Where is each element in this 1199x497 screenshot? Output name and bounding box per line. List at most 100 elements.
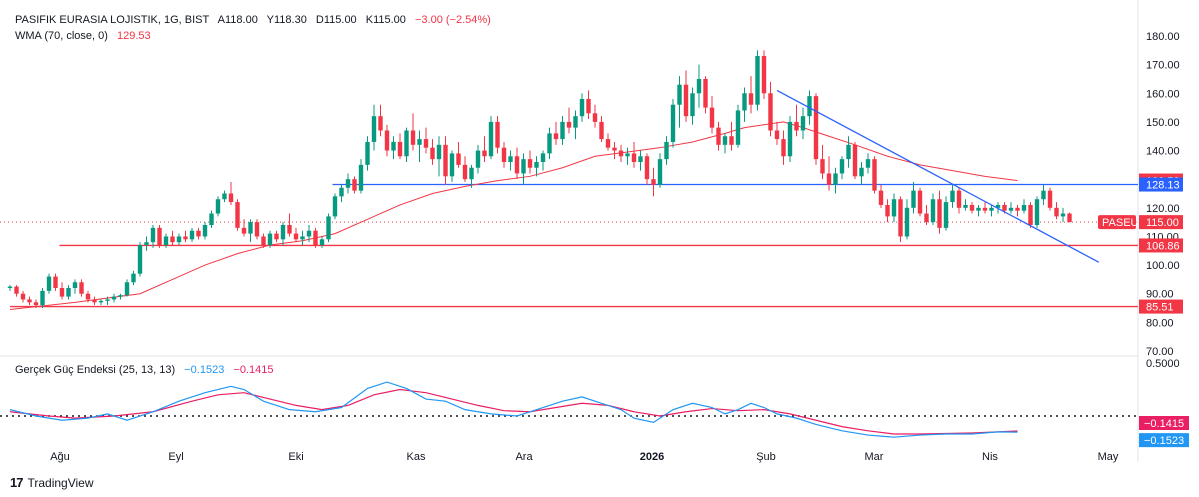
- candle-body: [749, 93, 753, 104]
- candle: [365, 136, 369, 170]
- candle-body: [1028, 205, 1032, 225]
- candle-body: [710, 108, 714, 128]
- candle-body: [463, 165, 467, 179]
- candle: [918, 188, 922, 217]
- candle-body: [177, 236, 181, 242]
- candle-body: [905, 208, 909, 237]
- candle-body: [27, 299, 31, 302]
- price-tick: 180.00: [1146, 31, 1180, 43]
- price-axis: 70.0080.0090.00100.00110.00120.00130.001…: [1098, 31, 1183, 358]
- wma-line-layer: [10, 122, 1018, 310]
- time-tick: Ağu: [50, 451, 70, 463]
- candle-body: [209, 214, 213, 225]
- candle-body: [1061, 214, 1065, 217]
- time-tick: Eki: [288, 451, 303, 463]
- candle: [742, 88, 746, 122]
- tsi-label: Gerçek Güç Endeksi (25, 13, 13): [15, 364, 175, 376]
- candle: [177, 234, 181, 245]
- candle-body: [248, 222, 252, 233]
- candle-body: [573, 116, 577, 127]
- candle: [255, 219, 259, 239]
- candle: [112, 294, 116, 303]
- candle-body: [885, 205, 889, 216]
- candle-body: [508, 156, 512, 162]
- candle: [716, 122, 720, 151]
- candle-body: [365, 142, 369, 165]
- price-tick: 170.00: [1146, 60, 1180, 72]
- candle: [1048, 188, 1052, 211]
- candle-body: [677, 85, 681, 105]
- candle-body: [697, 79, 701, 93]
- candle: [645, 153, 649, 185]
- candle-body: [229, 194, 233, 203]
- candle: [385, 125, 389, 156]
- candle-body: [502, 148, 506, 162]
- candle-body: [775, 131, 779, 140]
- candle-body: [424, 139, 428, 148]
- candle: [534, 156, 538, 176]
- candle-body: [970, 205, 974, 211]
- candle: [391, 136, 395, 159]
- footer-brand[interactable]: 17 TradingView: [10, 475, 94, 490]
- candle-body: [853, 145, 857, 177]
- candle-body: [287, 225, 291, 234]
- tsi-value: −0.1523: [184, 364, 224, 376]
- price-tick: 120.00: [1146, 203, 1180, 215]
- candle: [99, 299, 103, 305]
- candle: [989, 205, 993, 216]
- candle: [40, 288, 44, 308]
- candle-body: [879, 191, 883, 205]
- candle: [801, 108, 805, 140]
- candle-body: [554, 133, 558, 139]
- candle: [976, 205, 980, 216]
- candle: [853, 142, 857, 179]
- candle: [1028, 202, 1032, 228]
- candle: [359, 159, 363, 193]
- chart-canvas[interactable]: 0.5000−0.1415−0.1523 70.0080.0090.00100.…: [0, 0, 1199, 497]
- candle: [560, 116, 564, 145]
- candle: [879, 185, 883, 208]
- candle: [658, 153, 662, 187]
- candle: [372, 105, 376, 151]
- time-tick: Kas: [407, 451, 426, 463]
- candle-body: [385, 131, 389, 151]
- wma-line: [10, 122, 1018, 310]
- candle-body: [963, 205, 967, 208]
- candle-body: [99, 301, 103, 302]
- candle: [53, 274, 57, 291]
- candle: [1009, 202, 1013, 213]
- price-label-115.00: 115.00: [1146, 217, 1179, 229]
- candle: [73, 279, 77, 293]
- candle-body: [404, 131, 408, 157]
- candle-body: [313, 231, 317, 245]
- candle: [456, 142, 460, 168]
- candle: [690, 88, 694, 125]
- close-value: K115.00: [366, 14, 406, 26]
- candle-body: [541, 153, 545, 162]
- candle-body: [170, 236, 174, 242]
- candle-body: [989, 208, 993, 211]
- candle: [339, 185, 343, 202]
- candle: [424, 128, 428, 154]
- candle-body: [872, 159, 876, 191]
- candle-body: [242, 228, 246, 234]
- candle-body: [827, 173, 831, 184]
- trendline: [777, 90, 1099, 262]
- candle-body: [892, 199, 896, 216]
- candle: [840, 156, 844, 179]
- candle: [242, 219, 246, 236]
- price-tick: 140.00: [1146, 146, 1180, 158]
- candle-body: [931, 199, 935, 222]
- wma-label: WMA (70, close, 0): [15, 30, 108, 42]
- time-tick: Nis: [982, 451, 998, 463]
- candle: [723, 133, 727, 153]
- candle: [450, 151, 454, 183]
- candle-body: [515, 156, 519, 173]
- candle-body: [1054, 208, 1058, 217]
- candle-body: [1002, 205, 1006, 211]
- candle: [508, 151, 512, 171]
- candle-body: [619, 151, 623, 157]
- candle-body: [14, 287, 18, 294]
- candle: [333, 194, 337, 220]
- candle-body: [125, 282, 129, 295]
